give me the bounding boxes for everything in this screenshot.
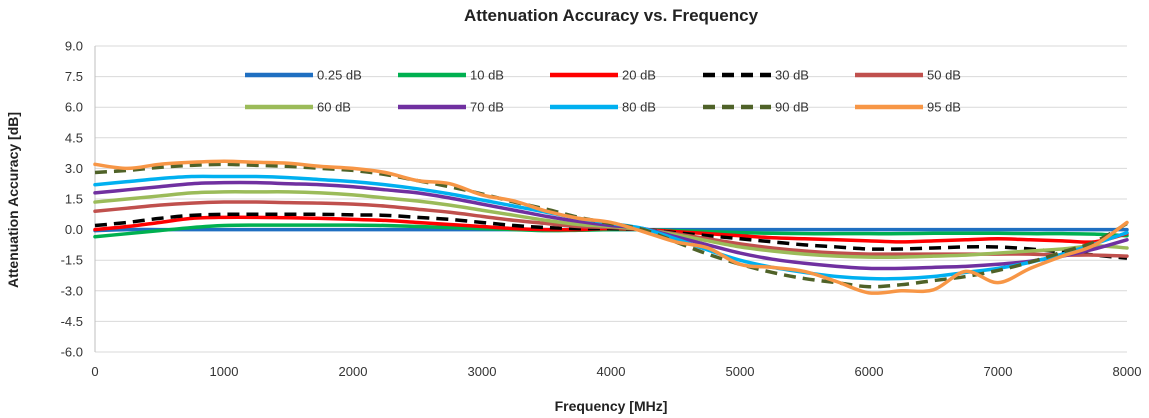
y-tick-label: 4.5 <box>65 130 83 145</box>
legend-label: 20 dB <box>622 68 656 83</box>
legend-item: 30 dB <box>703 68 809 83</box>
y-tick-label: -6.0 <box>61 345 83 360</box>
series-line-9 <box>93 159 1129 295</box>
legend-label: 70 dB <box>470 100 504 115</box>
legend-item: 60 dB <box>245 100 351 115</box>
series-lines <box>93 159 1129 295</box>
x-tick-label: 4000 <box>597 364 626 379</box>
x-tick-label: 0 <box>91 364 98 379</box>
legend-item: 10 dB <box>398 68 504 83</box>
y-tick-label: -3.0 <box>61 283 83 298</box>
legend: 0.25 dB 10 dB 20 dB 30 dB 50 dB 60 dB 70 dB 80 … <box>245 68 961 115</box>
legend-label: 30 dB <box>775 68 809 83</box>
legend-label: 10 dB <box>470 68 504 83</box>
x-tick-label: 3000 <box>468 364 497 379</box>
legend-item: 90 dB <box>703 100 809 115</box>
x-axis-title: Frequency [MHz] <box>555 398 668 414</box>
x-tick-label: 7000 <box>984 364 1013 379</box>
legend-label: 95 dB <box>927 100 961 115</box>
legend-label: 50 dB <box>927 68 961 83</box>
y-tick-label: -4.5 <box>61 314 83 329</box>
legend-item: 20 dB <box>550 68 656 83</box>
x-tick-label: 2000 <box>339 364 368 379</box>
y-tick-label: 1.5 <box>65 192 83 207</box>
legend-item: 95 dB <box>855 100 961 115</box>
y-axis-ticks: 9.0 7.5 6.0 4.5 3.0 1.5 0.0 -1.5 -3.0 -4.5 -6.0 <box>61 39 83 360</box>
legend-item: 0.25 dB <box>245 68 362 83</box>
y-tick-label: 9.0 <box>65 39 83 54</box>
x-axis-ticks: 0 1000 2000 3000 4000 5000 6000 7000 8000 <box>91 364 1141 379</box>
x-tick-label: 6000 <box>855 364 884 379</box>
y-tick-label: 3.0 <box>65 161 83 176</box>
legend-label: 0.25 dB <box>317 68 362 83</box>
legend-item: 50 dB <box>855 68 961 83</box>
x-tick-label: 8000 <box>1113 364 1142 379</box>
y-axis-title: Attenuation Accuracy [dB] <box>5 112 21 288</box>
series-line-6 <box>93 180 1129 271</box>
legend-label: 90 dB <box>775 100 809 115</box>
x-tick-label: 5000 <box>726 364 755 379</box>
y-tick-label: 7.5 <box>65 69 83 84</box>
legend-item: 80 dB <box>550 100 656 115</box>
grid-lines <box>94 45 1127 353</box>
x-tick-label: 1000 <box>210 364 239 379</box>
legend-label: 60 dB <box>317 100 351 115</box>
legend-label: 80 dB <box>622 100 656 115</box>
legend-item: 70 dB <box>398 100 504 115</box>
chart-title: Attenuation Accuracy vs. Frequency <box>464 6 759 25</box>
y-tick-label: -1.5 <box>61 253 83 268</box>
y-tick-label: 0.0 <box>65 222 83 237</box>
y-tick-label: 6.0 <box>65 100 83 115</box>
